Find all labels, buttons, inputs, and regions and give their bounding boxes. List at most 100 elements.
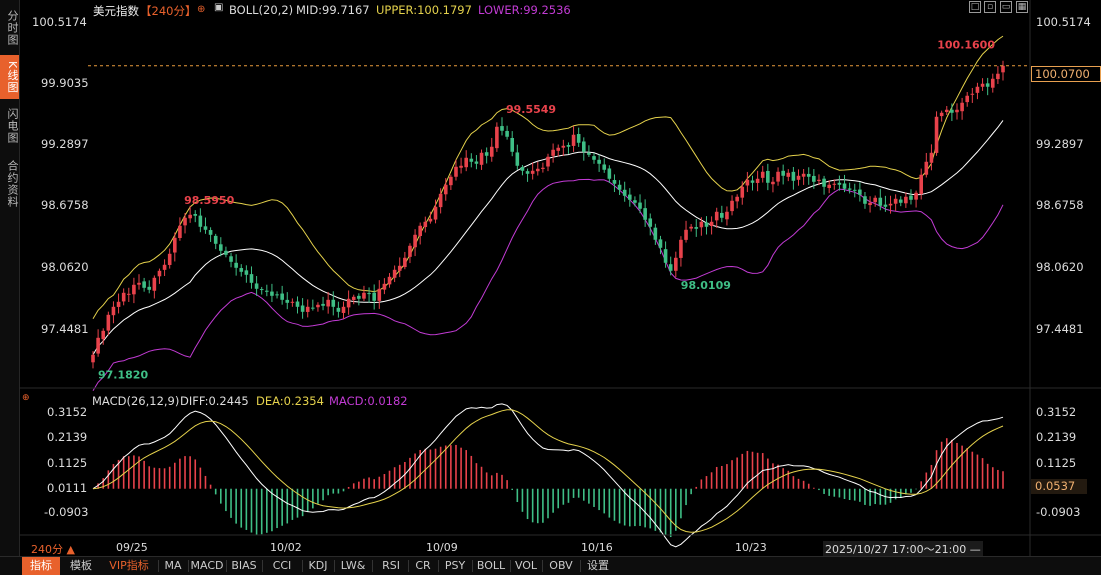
candle-body (852, 189, 857, 191)
boll-upper: UPPER:100.1797 (376, 3, 472, 17)
candle-body (576, 134, 581, 143)
candle-body (898, 199, 903, 203)
indicator-rsi-button[interactable]: RSI (382, 559, 400, 572)
x-tick-label: 10/09 (426, 541, 458, 554)
candle-body (597, 159, 601, 164)
candle-body (530, 170, 535, 174)
candle-body (822, 178, 826, 187)
period-label[interactable]: 【240分】 (140, 4, 197, 18)
indicator-tab-button[interactable]: 指标 (22, 557, 60, 575)
indicator-vol-button[interactable]: VOL (514, 559, 538, 572)
indicator-settings-icon[interactable]: ▣ (214, 2, 224, 13)
grid-icon[interactable]: ▦ (1016, 1, 1028, 13)
price-tick-right: 98.6758 (1036, 198, 1084, 212)
candle-body (934, 116, 939, 153)
indicator-psy-button[interactable]: PSY (444, 559, 466, 572)
template-tab-button[interactable]: 模板 (70, 559, 92, 572)
candle-body (725, 211, 729, 220)
candle-body (699, 221, 704, 228)
candle-body (408, 245, 412, 257)
candle-body (203, 226, 208, 230)
candle-body (157, 270, 162, 277)
indicator-obv-button[interactable]: OBV (549, 559, 573, 572)
candle-body (484, 152, 489, 156)
candle-body (290, 301, 295, 303)
settings-button[interactable]: 设置 (587, 559, 609, 572)
candle-body (781, 170, 785, 176)
candle-body (331, 299, 336, 307)
candle-body (259, 289, 264, 291)
candle-body (679, 239, 683, 258)
indicator-toolbar: 指标 模板 VIP指标 MA MACD BIAS CCI KDJ LW& RSI… (0, 556, 1101, 575)
indicator-macd-button[interactable]: MACD (190, 559, 224, 572)
macd-tick-left: -0.0903 (44, 505, 89, 519)
macd-settings-icon[interactable]: ⊕ (22, 393, 30, 403)
candle-body (449, 176, 453, 186)
indicator-lw-button[interactable]: LW& (340, 559, 366, 572)
restore-icon[interactable]: □ (969, 1, 981, 13)
candle-body (428, 218, 433, 222)
annotation-high-1: 98.5950 (184, 194, 234, 207)
candle-body (914, 192, 918, 200)
macd-diff: DIFF:0.2445 (180, 394, 249, 408)
candle-body (321, 303, 325, 306)
tab-contract-info[interactable]: 合约资料 (6, 160, 19, 208)
candle-body (392, 269, 397, 278)
candle-body (980, 83, 985, 87)
vip-indicator-button[interactable]: VIP指标 (109, 559, 149, 572)
candle-body (720, 212, 724, 218)
price-tick-right: 99.2897 (1036, 137, 1084, 151)
x-tick-label: 09/25 (116, 541, 148, 554)
candle-body (229, 256, 233, 262)
boll-lower: LOWER:99.2536 (478, 3, 571, 17)
indicator-bias-button[interactable]: BIAS (231, 559, 257, 572)
tab-time-chart[interactable]: 分时图 (6, 10, 19, 46)
candle-body (551, 149, 555, 156)
tab-flash-chart[interactable]: 闪电图 (6, 108, 19, 144)
candle-body (198, 215, 203, 227)
candle-body (469, 158, 474, 162)
candle-body (796, 175, 801, 180)
add-indicator-icon[interactable]: ⊕ (197, 4, 206, 15)
candle-body (627, 194, 632, 200)
period-toggle[interactable]: 240分 ▲ (31, 543, 75, 556)
candle-body (786, 172, 791, 177)
macd-tick-right: 0.2139 (1036, 430, 1077, 444)
candle-body (126, 293, 131, 295)
candle-body (213, 235, 218, 244)
indicator-kdj-button[interactable]: KDJ (308, 559, 328, 572)
candle-body (658, 239, 663, 248)
indicator-boll-button[interactable]: BOLL (476, 559, 506, 572)
candle-body (224, 250, 228, 255)
layout-icon[interactable]: ▭ (1000, 1, 1012, 13)
candle-body (791, 171, 796, 181)
candle-body (653, 227, 658, 240)
tab-kline-chart[interactable]: K线图 (0, 55, 19, 99)
indicator-cr-button[interactable]: CR (415, 559, 431, 572)
indicator-cci-button[interactable]: CCI (272, 559, 292, 572)
indicator-ma-button[interactable]: MA (164, 559, 182, 572)
candle-body (1001, 65, 1005, 73)
candle-body (515, 152, 520, 166)
split-view-icon[interactable]: ▫ (984, 1, 996, 13)
candle-body (638, 202, 642, 209)
annotation-high-3: 100.1600 (937, 39, 995, 52)
candle-body (106, 314, 111, 331)
candle-body (413, 234, 417, 248)
candle-body (581, 141, 586, 152)
annotation-low-1: 97.1820 (98, 368, 148, 381)
candle-body (730, 200, 734, 212)
candle-body (152, 277, 157, 291)
candle-body (592, 156, 596, 160)
price-tick-left: 98.6758 (41, 198, 89, 212)
boll-lower-line (92, 178, 1004, 392)
candle-body (561, 145, 566, 148)
candle-body (740, 186, 745, 198)
left-tab-bar: 分时图 K线图 闪电图 合约资料 (0, 0, 20, 574)
candle-body (239, 268, 244, 272)
candle-body (510, 137, 515, 152)
candle-body (975, 86, 980, 93)
candle-body (878, 197, 883, 206)
candle-body (188, 214, 192, 219)
